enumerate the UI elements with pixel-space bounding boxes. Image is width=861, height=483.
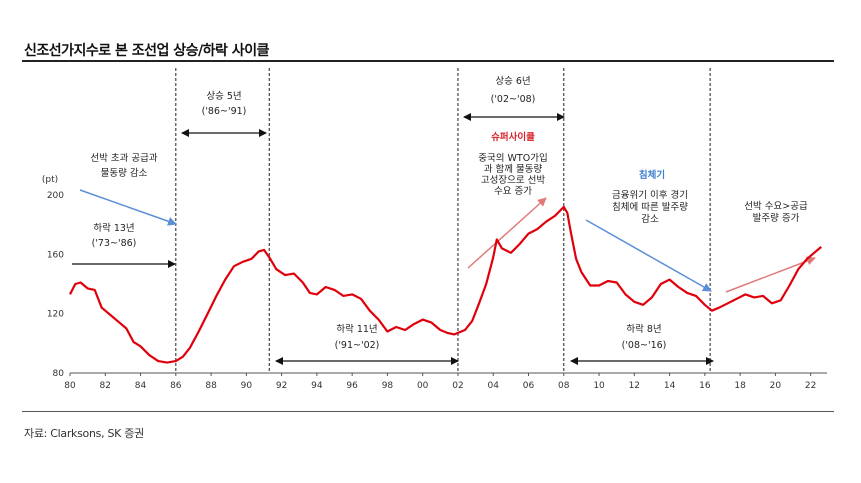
page-title: 신조선가지수로 본 조선업 상승/하락 사이클 (24, 43, 269, 59)
x-tick-label: 00 (417, 381, 429, 391)
note-super-cycle-title: 슈퍼사이클 (491, 131, 535, 143)
note-super-cycle-2: 과 함께 물동량 (484, 163, 543, 175)
x-tick-label: 14 (664, 381, 676, 391)
x-tick-label: 90 (241, 381, 253, 391)
cycle-label-up-86-91: 상승 5년 (206, 91, 241, 102)
note-stagnation-title: 침체기 (639, 169, 665, 181)
title-divider (22, 60, 834, 62)
note-super-cycle-1: 중국의 WTO가입 (478, 152, 547, 164)
note-super-cycle-3: 고성장으로 선박 (481, 175, 545, 186)
cycle-label-down-73-86: 하락 13년 (93, 222, 134, 234)
x-tick-label: 02 (452, 381, 463, 391)
cycle-period-down-08-16: ('08~'16) (622, 340, 667, 351)
x-tick-label: 80 (64, 381, 76, 391)
x-tick-label: 08 (558, 381, 570, 391)
price-index-line (69, 205, 822, 364)
note-super-cycle-4: 수요 증가 (494, 186, 532, 197)
x-tick-label: 10 (593, 381, 605, 391)
x-tick-label: 86 (170, 381, 182, 391)
x-tick-label: 88 (205, 381, 217, 391)
x-tick-label: 16 (699, 381, 711, 391)
cycle-label-down-08-16: 하락 8년 (626, 323, 661, 335)
x-tick-label: 84 (135, 381, 147, 391)
note-stagnation-2: 침체에 따른 발주량 (612, 201, 688, 213)
cycle-label-down-91-02: 하락 11년 (336, 323, 377, 335)
source-note: 자료: Clarksons, SK 증권 (24, 427, 144, 440)
trend-arrow-super-cycle (467, 197, 547, 269)
note-stagnation-3: 감소 (641, 213, 659, 225)
x-tick-label: 18 (734, 381, 746, 391)
x-tick-label: 12 (629, 381, 640, 391)
trend-arrow-recovery (725, 256, 816, 293)
x-tick-label: 22 (805, 381, 816, 391)
cycle-period-down-73-86: ('73~'86) (92, 238, 137, 249)
x-tick-label: 98 (382, 381, 394, 391)
note-stagnation-1: 금융위기 이후 경기 (612, 189, 688, 201)
cycle-period-up-86-91: ('86~'91) (202, 106, 247, 117)
x-tick-label: 96 (346, 381, 358, 391)
trend-arrow-stagnation (585, 219, 712, 292)
note-oversupply-1: 선박 초과 공급과 (90, 153, 157, 164)
trend-arrow-oversupply (79, 189, 177, 226)
x-tick-label: 92 (276, 381, 287, 391)
x-tick-label: 82 (100, 381, 111, 391)
y-tick-label: 160 (47, 250, 64, 260)
note-recovery-2: 발주량 증가 (753, 212, 800, 224)
y-tick-label: 120 (47, 310, 64, 320)
x-tick-label: 94 (311, 381, 323, 391)
source-divider (22, 411, 834, 412)
x-tick-label: 20 (770, 381, 782, 391)
note-oversupply-2: 물동량 감소 (101, 167, 148, 179)
cycle-label-up-02-08: 상승 6년 (495, 76, 530, 87)
x-tick-label: 06 (523, 381, 535, 391)
x-tick-label: 04 (488, 381, 500, 391)
note-recovery-1: 선박 수요>공급 (744, 201, 808, 212)
cycle-period-up-02-08: ('02~'08) (491, 94, 536, 105)
y-tick-label: 200 (47, 191, 64, 201)
cycle-period-down-91-02: ('91~'02) (335, 340, 380, 351)
y-tick-label: 80 (53, 369, 65, 379)
newbuilding-price-chart: 80 120 160 200 80 82 84 86 88 90 92 94 96 98 00 02 04 06 0… (42, 68, 827, 391)
y-unit-label: (pt) (42, 175, 58, 185)
